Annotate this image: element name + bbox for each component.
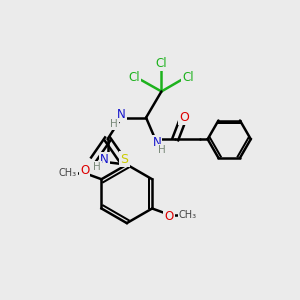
Text: H: H	[93, 162, 100, 172]
Text: N: N	[100, 153, 109, 166]
Text: N: N	[117, 108, 126, 121]
Text: S: S	[121, 153, 128, 166]
Text: N: N	[152, 136, 161, 149]
Text: O: O	[80, 164, 89, 177]
Text: Cl: Cl	[183, 71, 194, 84]
Text: O: O	[164, 211, 174, 224]
Text: Cl: Cl	[156, 57, 167, 70]
Text: CH₃: CH₃	[58, 168, 76, 178]
Text: O: O	[180, 111, 190, 124]
Text: H: H	[158, 145, 165, 155]
Text: H: H	[110, 119, 118, 129]
Text: Cl: Cl	[128, 71, 140, 84]
Text: CH₃: CH₃	[178, 210, 196, 220]
